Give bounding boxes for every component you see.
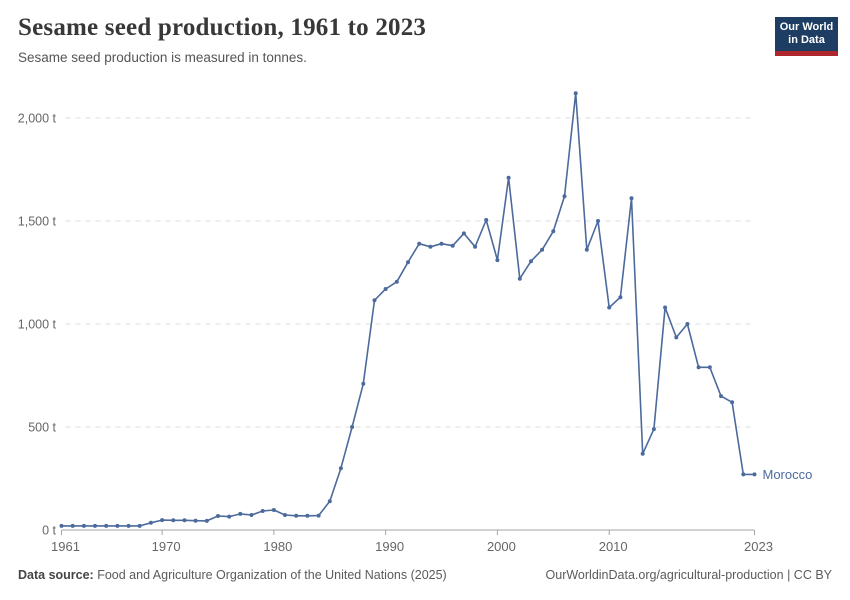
- page-title: Sesame seed production, 1961 to 2023: [18, 14, 427, 41]
- x-tick-label: 2010: [599, 539, 628, 554]
- data-point[interactable]: [160, 518, 165, 523]
- data-point[interactable]: [283, 513, 287, 517]
- data-point[interactable]: [752, 472, 757, 477]
- data-point[interactable]: [406, 260, 410, 265]
- data-point[interactable]: [719, 394, 723, 399]
- y-tick-label: 1,000 t: [18, 318, 57, 332]
- page-subtitle: Sesame seed production is measured in to…: [18, 50, 307, 65]
- data-point[interactable]: [372, 298, 377, 303]
- data-point[interactable]: [607, 305, 612, 310]
- data-point[interactable]: [562, 194, 567, 199]
- y-tick-label: 1,500 t: [18, 215, 57, 229]
- data-point[interactable]: [137, 523, 142, 528]
- data-point[interactable]: [629, 196, 634, 201]
- owid-logo[interactable]: Our World in Data: [775, 17, 838, 56]
- data-point[interactable]: [696, 365, 701, 370]
- x-tick-label: 2023: [744, 539, 773, 554]
- chart-header: Sesame seed production, 1961 to 2023 Ses…: [18, 14, 758, 65]
- data-point[interactable]: [730, 400, 735, 405]
- data-point[interactable]: [517, 276, 522, 281]
- y-tick-label: 500 t: [28, 421, 56, 435]
- data-point[interactable]: [663, 305, 668, 310]
- x-tick-label: 1961: [51, 539, 80, 554]
- data-point[interactable]: [305, 513, 310, 518]
- data-point[interactable]: [238, 511, 243, 516]
- data-point[interactable]: [227, 514, 232, 519]
- data-point[interactable]: [473, 244, 478, 249]
- data-point[interactable]: [529, 259, 533, 264]
- data-point[interactable]: [316, 513, 321, 518]
- data-source-label: Data source:: [18, 568, 94, 582]
- data-point[interactable]: [115, 523, 120, 528]
- entity-label-morocco[interactable]: Morocco: [763, 467, 813, 482]
- data-point[interactable]: [506, 175, 511, 180]
- owid-logo-line2: in Data: [788, 34, 825, 46]
- data-point[interactable]: [461, 231, 466, 236]
- y-tick-label: 2,000 t: [18, 112, 57, 126]
- data-point[interactable]: [70, 523, 75, 528]
- x-tick-label: 2000: [487, 539, 516, 554]
- y-tick-label: 0 t: [42, 524, 56, 538]
- data-point[interactable]: [294, 513, 299, 518]
- data-point[interactable]: [148, 520, 153, 525]
- data-point[interactable]: [651, 427, 656, 432]
- data-point[interactable]: [640, 451, 645, 456]
- owid-logo-line1: Our World: [779, 21, 834, 33]
- data-point[interactable]: [383, 287, 388, 291]
- chart-footer: Data source: Food and Agriculture Organi…: [18, 568, 832, 582]
- data-point[interactable]: [126, 523, 131, 528]
- data-point[interactable]: [204, 518, 209, 523]
- data-point[interactable]: [271, 508, 276, 512]
- data-point[interactable]: [171, 518, 176, 523]
- data-point[interactable]: [417, 241, 422, 246]
- data-point[interactable]: [394, 279, 399, 284]
- data-point[interactable]: [685, 322, 690, 326]
- x-tick-label: 1990: [375, 539, 404, 554]
- data-point[interactable]: [338, 466, 343, 471]
- production-line[interactable]: [60, 92, 756, 527]
- data-point[interactable]: [327, 499, 332, 504]
- data-point[interactable]: [59, 523, 64, 528]
- data-point[interactable]: [193, 518, 198, 523]
- data-point[interactable]: [540, 247, 545, 252]
- x-tick-label: 1970: [152, 539, 181, 554]
- data-point[interactable]: [104, 523, 109, 528]
- data-point[interactable]: [260, 509, 265, 513]
- owid-url-link[interactable]: OurWorldinData.org/agricultural-producti…: [545, 568, 784, 582]
- data-point[interactable]: [484, 218, 489, 222]
- data-source-text: Food and Agriculture Organization of the…: [93, 568, 447, 582]
- data-point[interactable]: [350, 425, 355, 429]
- data-point[interactable]: [674, 335, 679, 340]
- data-point[interactable]: [93, 523, 97, 528]
- data-point[interactable]: [439, 241, 444, 246]
- data-point[interactable]: [584, 247, 589, 252]
- attribution-note: OurWorldinData.org/agricultural-producti…: [546, 568, 832, 582]
- data-point[interactable]: [618, 295, 623, 300]
- data-point[interactable]: [707, 365, 712, 370]
- data-source-note: Data source: Food and Agriculture Organi…: [18, 568, 447, 582]
- data-point[interactable]: [81, 523, 86, 528]
- data-point[interactable]: [741, 472, 746, 477]
- data-point[interactable]: [249, 513, 254, 517]
- data-point[interactable]: [450, 243, 455, 248]
- data-point[interactable]: [495, 258, 500, 263]
- data-point[interactable]: [428, 244, 433, 249]
- data-point[interactable]: [361, 381, 366, 386]
- license-text: | CC BY: [783, 568, 832, 582]
- data-point[interactable]: [596, 219, 600, 223]
- data-point[interactable]: [573, 91, 578, 96]
- data-point[interactable]: [216, 514, 220, 518]
- x-tick-label: 1980: [263, 539, 292, 554]
- data-point[interactable]: [551, 229, 556, 234]
- data-point[interactable]: [182, 518, 187, 523]
